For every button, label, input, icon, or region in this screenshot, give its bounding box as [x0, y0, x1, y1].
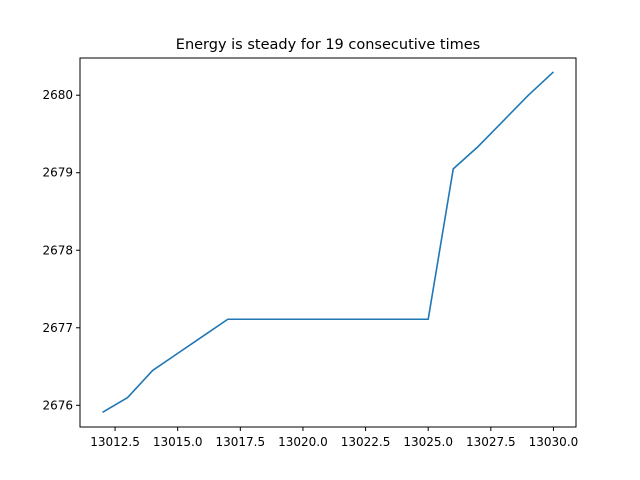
x-tick-label: 13017.5 — [216, 435, 266, 449]
x-tick-label: 13027.5 — [466, 435, 516, 449]
series-line — [102, 71, 554, 413]
x-tick-label: 13012.5 — [90, 435, 140, 449]
x-tick-label: 13020.0 — [278, 435, 328, 449]
plot-area — [102, 71, 554, 413]
y-tick-label: 2679 — [42, 166, 73, 180]
y-tick-label: 2678 — [42, 243, 73, 257]
x-tick-label: 13022.5 — [341, 435, 391, 449]
x-tick-label: 13015.0 — [153, 435, 203, 449]
chart-title: Energy is steady for 19 consecutive time… — [176, 37, 480, 53]
axes-frame — [79, 57, 577, 428]
y-axis-ticks: 2676 2677 2678 2679 2680 — [42, 88, 80, 412]
x-axis-ticks: 13012.5 13015.0 13017.5 13020.0 13022.5 13025… — [90, 427, 578, 449]
x-tick-label: 13025.0 — [403, 435, 453, 449]
y-tick-label: 2676 — [42, 398, 73, 412]
y-tick-label: 2677 — [42, 321, 73, 335]
y-tick-label: 2680 — [42, 88, 73, 102]
x-tick-label: 13030.0 — [529, 435, 579, 449]
